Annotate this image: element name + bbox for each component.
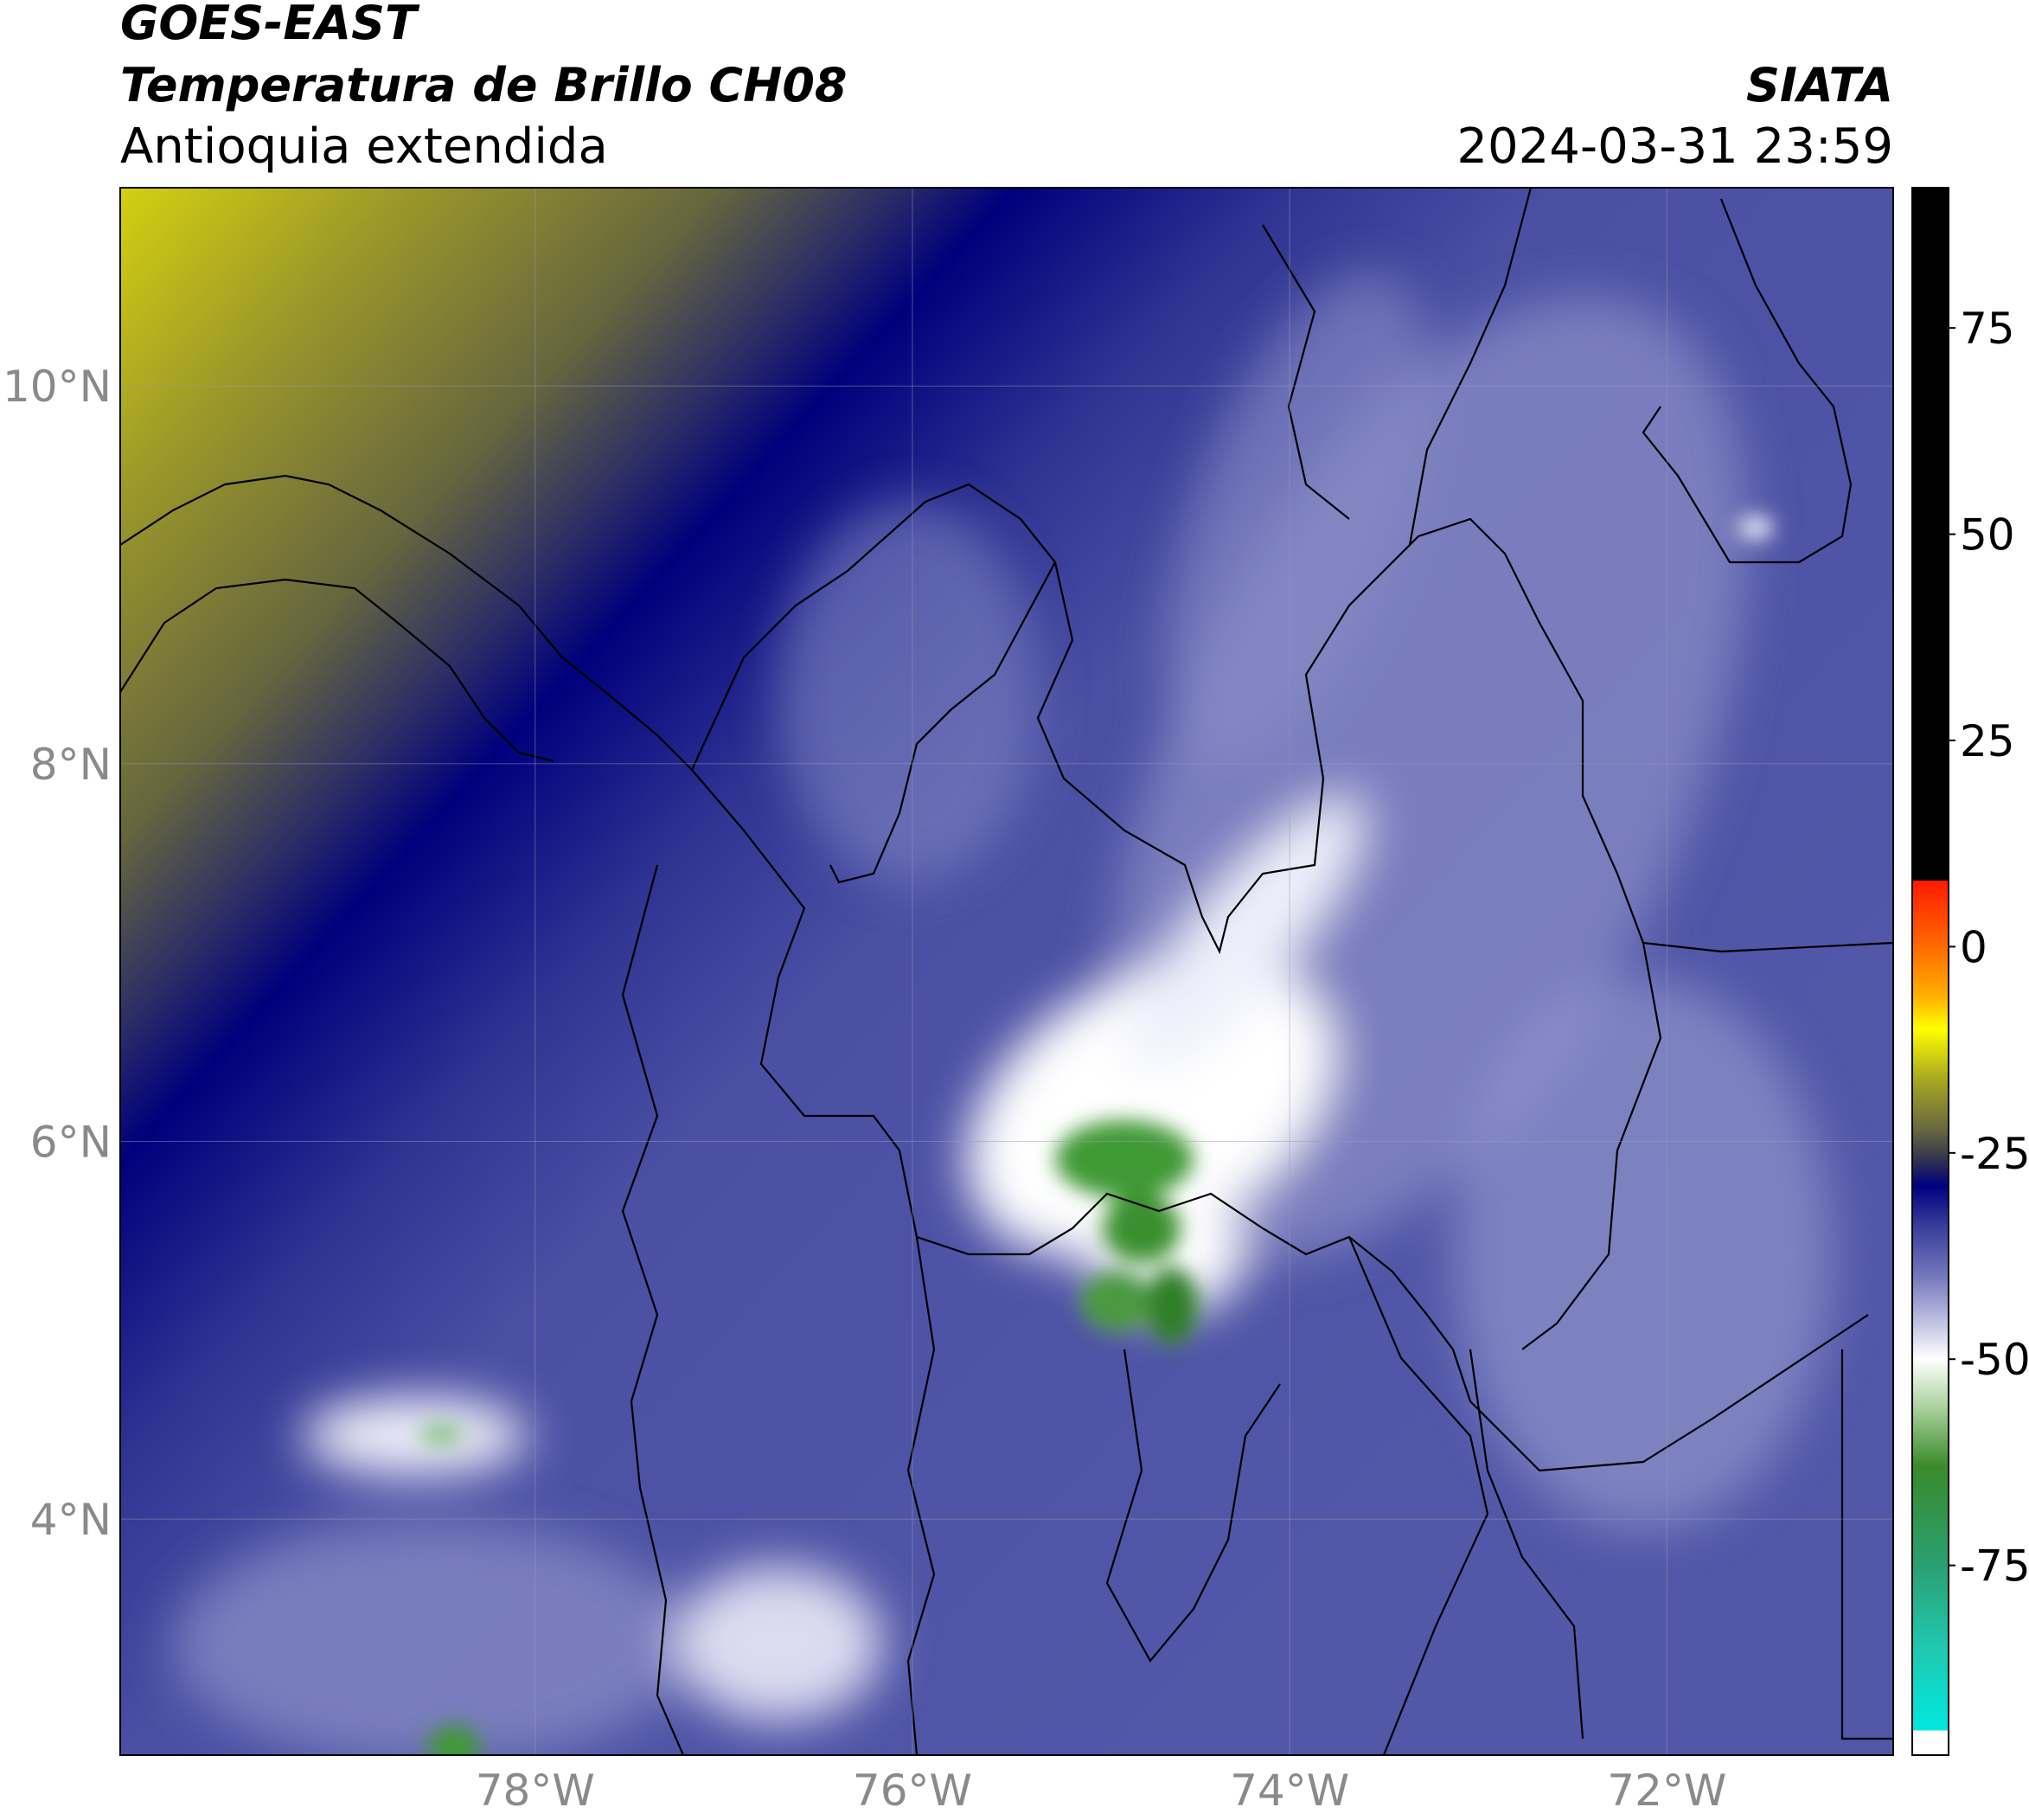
region: Antioquia extendida	[120, 119, 608, 175]
y-tick-label: 6°N	[30, 1117, 112, 1167]
x-tick-label: 74°W	[1230, 1766, 1349, 1816]
grid	[120, 188, 1893, 1755]
source: SIATA	[1746, 58, 1893, 112]
colorbar-tick-label: 75	[1960, 304, 2015, 354]
colorbar-tick-label: -75	[1960, 1541, 2029, 1592]
cold-tops	[419, 517, 1773, 1755]
colorbar-tick-label: 0	[1960, 922, 1987, 972]
x-tick-label: 72°W	[1607, 1766, 1726, 1816]
colorbar-tick-label: -50	[1960, 1335, 2029, 1385]
colorbar-tick-label: -25	[1960, 1129, 2029, 1179]
colorbar	[1911, 187, 1949, 1756]
x-tick-label: 76°W	[853, 1766, 972, 1816]
y-tick-label: 8°N	[30, 740, 112, 790]
x-tick-label: 78°W	[476, 1766, 595, 1816]
borders	[120, 188, 1893, 1755]
datetime: 2024-03-31 23:59	[1456, 119, 1893, 175]
y-tick-label: 4°N	[30, 1495, 112, 1545]
colorbar-tick-label: 50	[1960, 510, 2015, 561]
product: Temperatura de Brillo CH08	[120, 58, 848, 112]
colorbar-tick-label: 25	[1960, 716, 2015, 766]
y-tick-label: 10°N	[3, 362, 112, 412]
map-frame	[119, 187, 1894, 1756]
satellite-image	[120, 188, 1893, 1755]
satellite: GOES-EAST	[120, 0, 420, 50]
